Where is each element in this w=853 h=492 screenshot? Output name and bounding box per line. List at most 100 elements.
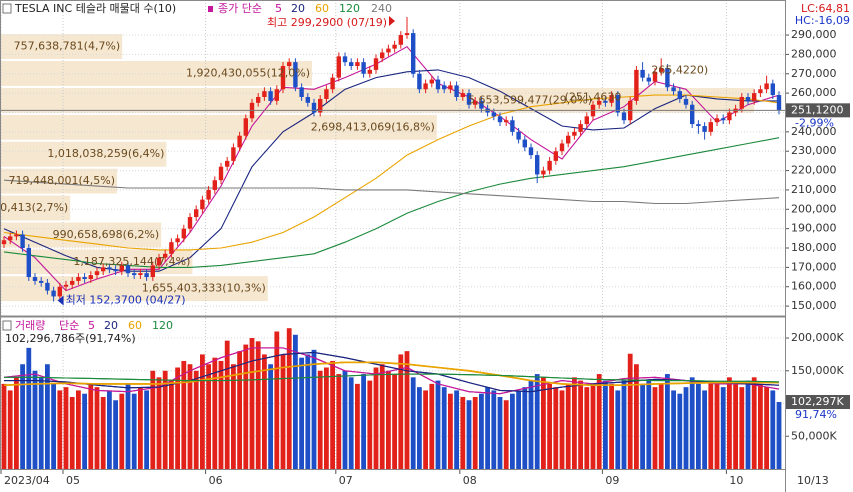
candle-body: [57, 286, 62, 297]
volume-bar: [69, 396, 75, 469]
volume-bar: [764, 387, 769, 469]
candle-body: [88, 275, 93, 279]
x-tick-label: 08: [463, 474, 477, 487]
y-tick-label: 50,000K: [791, 429, 837, 442]
candle-body: [522, 139, 527, 148]
candle-body: [361, 62, 366, 74]
volume-bar: [57, 390, 63, 469]
legend-entry: 5: [275, 2, 282, 15]
volume-bar: [7, 390, 13, 469]
candle-body: [20, 234, 25, 249]
candle-body: [76, 277, 81, 281]
volume-bar: [677, 393, 683, 469]
candle-body: [516, 131, 521, 140]
candle-body: [559, 143, 565, 152]
candle-body: [82, 277, 87, 279]
volume-bar: [330, 360, 335, 469]
volume-bar: [237, 351, 242, 469]
volume-bar: [262, 354, 267, 469]
volume-bar: [553, 387, 559, 469]
candle-body: [603, 100, 608, 103]
volume-bar: [268, 364, 273, 469]
volume-bar: [193, 370, 199, 469]
volume-bar: [175, 367, 180, 469]
candle-body: [677, 91, 682, 99]
candle-body: [8, 236, 13, 241]
volume-bar: [621, 380, 627, 469]
candle-body: [169, 242, 174, 254]
y-tick-label: 170,000: [791, 260, 837, 273]
candle-body: [355, 62, 360, 67]
candle-body: [14, 234, 19, 237]
volume-bar: [187, 364, 193, 469]
volume-bar: [696, 383, 701, 469]
candle-body: [305, 96, 310, 103]
moving-average-line: [3, 347, 780, 395]
moving-average-line: [3, 137, 780, 268]
volume-bar: [559, 390, 565, 469]
volume-bar: [76, 390, 81, 469]
candle-body: [510, 120, 515, 132]
candle-body: [150, 265, 155, 278]
volume-bar: [640, 383, 645, 469]
candle-body: [671, 87, 676, 92]
candle-body: [373, 58, 379, 70]
volume-bar: [627, 353, 633, 469]
candle-body: [70, 280, 75, 285]
volume-bar: [317, 370, 323, 469]
volume-bar: [479, 393, 484, 469]
volume-bar: [770, 390, 776, 469]
candle-body: [138, 273, 143, 276]
volume-bar: [466, 400, 472, 469]
candle-body: [466, 93, 472, 105]
candle-body: [119, 265, 124, 272]
volume-bar: [454, 390, 459, 469]
volume-bar: [541, 377, 546, 469]
candle-body: [578, 124, 583, 132]
candle-body: [218, 166, 224, 181]
annotation-arrow: [389, 16, 395, 27]
legend-entry: 60: [128, 319, 142, 332]
candle-body: [63, 284, 69, 287]
volume-bar: [218, 360, 224, 469]
y-tick-label: 150,000: [791, 299, 837, 312]
volume-bar: [720, 387, 726, 469]
volume-profile-label: 1,920,430,055(12,0%): [186, 66, 310, 79]
volume-bar: [528, 380, 534, 469]
volume-bar: [20, 364, 25, 469]
candle-body: [349, 62, 354, 67]
volume-bar: [658, 383, 664, 469]
volume-bar: [150, 370, 156, 469]
y-tick-label: 190,000: [791, 222, 837, 235]
candle-body: [609, 95, 614, 103]
volume-bar: [776, 402, 782, 469]
candle-body: [572, 131, 577, 136]
annotation: 최고 299,2900 (07/19): [267, 16, 387, 29]
volume-bar: [113, 400, 118, 469]
moving-average-line: [3, 45, 780, 292]
volume-bar: [584, 387, 590, 469]
volume-bar: [671, 390, 676, 469]
y-tick-label: 270,000: [791, 67, 837, 80]
candle-body: [26, 248, 31, 278]
volume-bar: [429, 383, 435, 469]
candle-body: [113, 269, 118, 272]
candle-body: [714, 118, 720, 123]
y-tick-label: 150,000K: [791, 364, 844, 377]
annotation: 265,4220): [651, 64, 708, 77]
change-label: -2,99%: [795, 116, 834, 129]
legend-icon: [2, 320, 12, 331]
candle-body: [32, 277, 38, 281]
y-tick-label: 230,000: [791, 144, 837, 157]
moving-average-line: [3, 179, 780, 205]
volume-bar: [441, 387, 447, 469]
volume-bar: [249, 338, 255, 469]
candle-body: [274, 89, 279, 101]
y-tick-label: 200,000K: [791, 331, 844, 344]
candle-body: [175, 238, 180, 243]
volume-bar: [516, 390, 521, 469]
volume-bar: [603, 380, 608, 469]
volume-bar: [293, 334, 298, 469]
last-price-box: [786, 103, 850, 118]
chart-title: TESLA INC 테슬라 매물대 수(10): [14, 2, 176, 15]
